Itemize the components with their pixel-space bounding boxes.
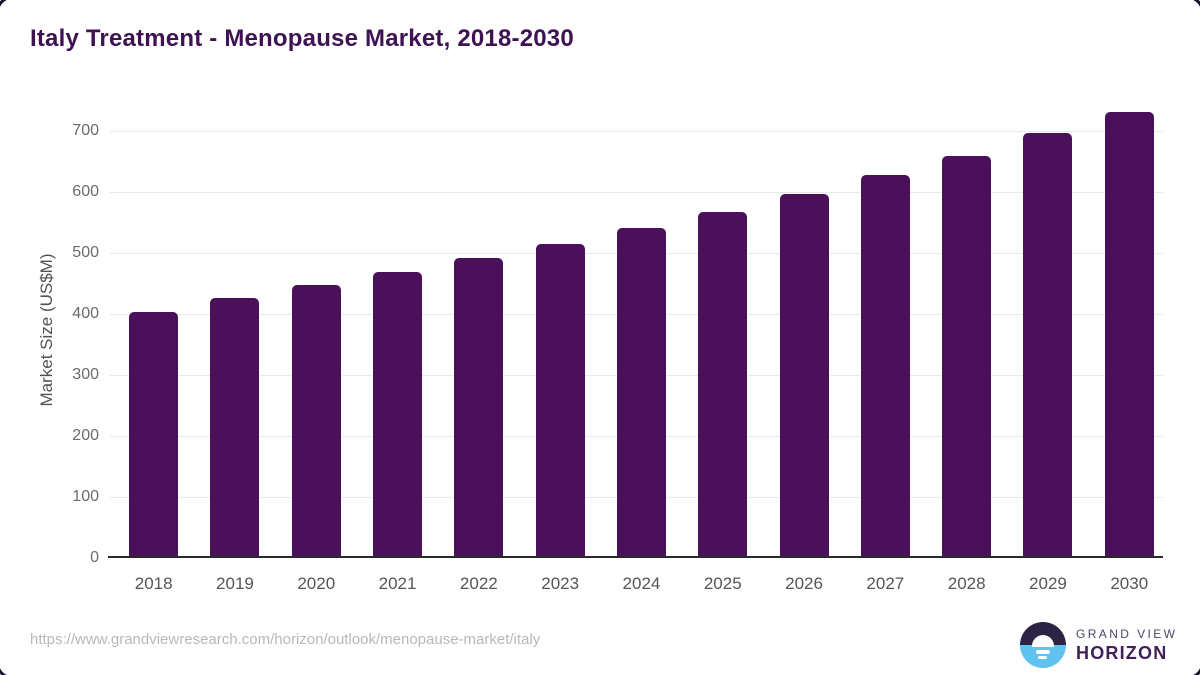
x-tick-label-2026: 2026 xyxy=(785,574,823,593)
source-url: https://www.grandviewresearch.com/horizo… xyxy=(30,631,541,648)
bar-2026 xyxy=(779,193,829,558)
bar-2021 xyxy=(373,271,423,558)
y-tick-label-100: 100 xyxy=(72,487,99,505)
x-tick-label-2030: 2030 xyxy=(1110,574,1149,593)
x-tick-label-2018: 2018 xyxy=(134,574,173,593)
bar-2024 xyxy=(616,227,666,558)
y-tick-label-500: 500 xyxy=(72,243,99,261)
x-tick-label-2025: 2025 xyxy=(703,574,742,593)
x-tick-label-2020: 2020 xyxy=(297,574,336,593)
x-tick-label-2023: 2023 xyxy=(541,574,580,593)
bar-2020 xyxy=(291,285,341,558)
y-tick-label-200: 200 xyxy=(72,426,99,444)
grand-view-horizon-logo: GRAND VIEW HORIZON xyxy=(1020,622,1177,668)
gridline-600 xyxy=(110,191,1163,193)
gridline-700 xyxy=(110,131,1163,132)
bar-2018 xyxy=(129,311,179,558)
y-tick-label-400: 400 xyxy=(72,304,99,322)
bar-2030 xyxy=(1104,111,1154,558)
bar-2022 xyxy=(454,258,504,558)
x-tick-label-2027: 2027 xyxy=(866,574,905,593)
y-tick-label-600: 600 xyxy=(72,182,99,200)
x-tick-label-2029: 2029 xyxy=(1029,574,1067,593)
y-tick-label-0: 0 xyxy=(90,548,99,566)
x-tick-label-2028: 2028 xyxy=(947,574,986,593)
bar-2027 xyxy=(860,175,910,558)
x-tick-label-2019: 2019 xyxy=(216,574,254,593)
bar-2029 xyxy=(1023,133,1073,558)
bar-2025 xyxy=(698,212,748,558)
logo-reflection-line-2 xyxy=(1038,655,1047,659)
x-tick-label-2024: 2024 xyxy=(622,574,661,593)
x-tick-label-2022: 2022 xyxy=(459,574,498,593)
y-tick-label-300: 300 xyxy=(72,365,99,383)
horizon-sunset-icon xyxy=(1020,622,1066,668)
chart-title: Italy Treatment - Menopause Market, 2018… xyxy=(30,25,574,52)
y-tick-label-700: 700 xyxy=(72,122,99,139)
bar-2019 xyxy=(210,297,260,558)
bar-2023 xyxy=(535,243,585,558)
bar-2028 xyxy=(942,155,992,558)
logo-sun-dome xyxy=(1032,635,1054,647)
logo-sky-half xyxy=(1020,622,1066,645)
logo-reflection-line-1 xyxy=(1036,650,1050,654)
logo-text: GRAND VIEW HORIZON xyxy=(1076,627,1177,664)
x-tick-label-2021: 2021 xyxy=(378,574,417,593)
logo-grand-view-label: GRAND VIEW xyxy=(1076,626,1178,641)
logo-horizon-label: HORIZON xyxy=(1076,642,1168,663)
x-axis-line xyxy=(108,556,1163,558)
